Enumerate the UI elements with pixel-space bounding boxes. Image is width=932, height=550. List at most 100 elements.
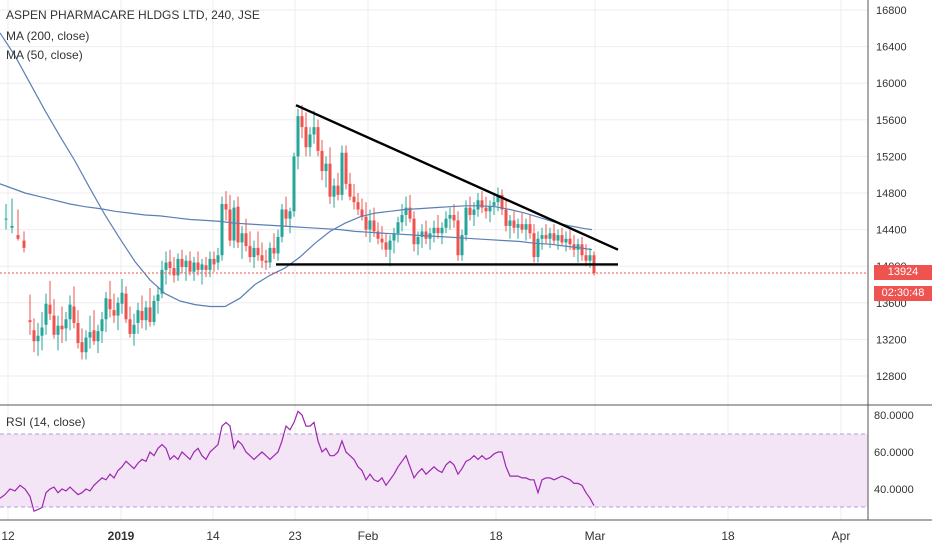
- candle-body: [404, 207, 408, 215]
- chart-title: ASPEN PHARMACARE HLDGS LTD, 240, JSE: [6, 8, 260, 22]
- candle-body: [520, 224, 524, 230]
- rsi-legend[interactable]: RSI (14, close): [6, 415, 86, 429]
- candle-body: [44, 303, 48, 325]
- candle-body: [312, 127, 316, 135]
- candle-body: [284, 209, 288, 219]
- rsi-axis[interactable]: 40.0000 60.0000 80.0000: [874, 410, 914, 496]
- time-tick-label: 18: [721, 529, 735, 543]
- candle-body: [524, 224, 528, 230]
- candle-body: [476, 200, 480, 210]
- candle-body: [80, 342, 84, 353]
- price-tick-label: 13200: [876, 334, 907, 346]
- candle-body: [396, 222, 400, 234]
- candle-body: [188, 260, 192, 272]
- trendline: [295, 104, 619, 251]
- candle-body: [296, 116, 300, 157]
- candle-body: [352, 196, 356, 203]
- candle-body: [488, 205, 492, 212]
- price-axis[interactable]: 1280013200136001400014400148001520015600…: [876, 5, 907, 383]
- candle-body: [292, 156, 296, 212]
- candle-body: [388, 240, 392, 250]
- candle-body: [180, 258, 184, 268]
- candle-body: [196, 262, 200, 270]
- candle-body: [424, 231, 428, 239]
- candle-body: [324, 163, 328, 172]
- ma200-legend[interactable]: MA (200, close): [6, 29, 90, 43]
- candle-body: [60, 325, 64, 330]
- candle-body: [504, 209, 508, 226]
- price-tick-label: 15600: [876, 115, 907, 127]
- candle-body: [28, 320, 32, 323]
- candle-body: [368, 220, 372, 230]
- time-axis[interactable]: 12 2019 14 23 Feb 18 Mar 18 Apr: [1, 529, 850, 543]
- candle-body: [208, 258, 212, 270]
- candle-body: [288, 211, 292, 219]
- price-tick-label: 12800: [876, 371, 907, 383]
- candle-body: [512, 220, 516, 228]
- moving-average-line: [0, 183, 593, 251]
- candle-body: [148, 307, 152, 323]
- price-tick-label: 16800: [876, 5, 907, 17]
- candle-body: [276, 236, 280, 254]
- candle-body: [560, 235, 564, 243]
- candlestick-series: [4, 105, 596, 360]
- candle-body: [348, 183, 352, 197]
- candle-body: [492, 202, 496, 206]
- candle-body: [168, 261, 172, 269]
- candle-body: [264, 260, 268, 263]
- candle-body: [372, 220, 376, 232]
- candle-body: [224, 203, 228, 210]
- candle-body: [340, 152, 344, 195]
- candle-body: [40, 327, 44, 336]
- candle-body: [556, 235, 560, 241]
- candle-body: [236, 206, 240, 243]
- candle-body: [256, 247, 260, 256]
- candle-body: [364, 216, 368, 230]
- candle-body: [568, 238, 572, 245]
- rsi-band: [0, 434, 868, 507]
- candle-body: [472, 209, 476, 215]
- candle-body: [444, 218, 448, 228]
- candle-body: [328, 163, 332, 197]
- price-tick-label: 16000: [876, 78, 907, 90]
- candle-body: [156, 294, 160, 301]
- candle-body: [416, 236, 420, 245]
- candle-body: [360, 209, 364, 217]
- candle-body: [300, 116, 304, 128]
- price-tick-label: 14400: [876, 225, 907, 237]
- candle-body: [84, 337, 88, 353]
- candle-body: [528, 224, 532, 234]
- candle-body: [112, 310, 116, 316]
- candle-body: [132, 324, 136, 334]
- time-tick-label: Apr: [832, 529, 851, 543]
- candle-body: [544, 235, 548, 239]
- candle-body: [10, 225, 14, 228]
- candle-body: [536, 238, 540, 258]
- candle-body: [532, 233, 536, 258]
- candle-body: [212, 258, 216, 265]
- candle-body: [336, 185, 340, 195]
- candle-body: [260, 255, 264, 261]
- candle-body: [144, 307, 148, 321]
- candle-body: [192, 262, 196, 272]
- candle-body: [548, 233, 552, 239]
- ma50-legend[interactable]: MA (50, close): [6, 48, 83, 62]
- candle-body: [584, 255, 588, 261]
- candle-body: [400, 214, 404, 223]
- time-tick-label: 14: [206, 529, 220, 543]
- candle-body: [4, 218, 8, 220]
- candle-body: [480, 200, 484, 208]
- candle-body: [124, 293, 128, 320]
- candle-body: [184, 260, 188, 268]
- candle-body: [440, 227, 444, 234]
- candle-body: [172, 268, 176, 276]
- candle-body: [136, 310, 140, 323]
- candle-body: [452, 214, 456, 221]
- candle-body: [216, 255, 220, 263]
- price-tick-label: 15200: [876, 151, 907, 163]
- candle-body: [508, 220, 512, 226]
- candle-body: [420, 231, 424, 237]
- time-tick-label: Mar: [585, 529, 606, 543]
- price-tick-label: 14800: [876, 188, 907, 200]
